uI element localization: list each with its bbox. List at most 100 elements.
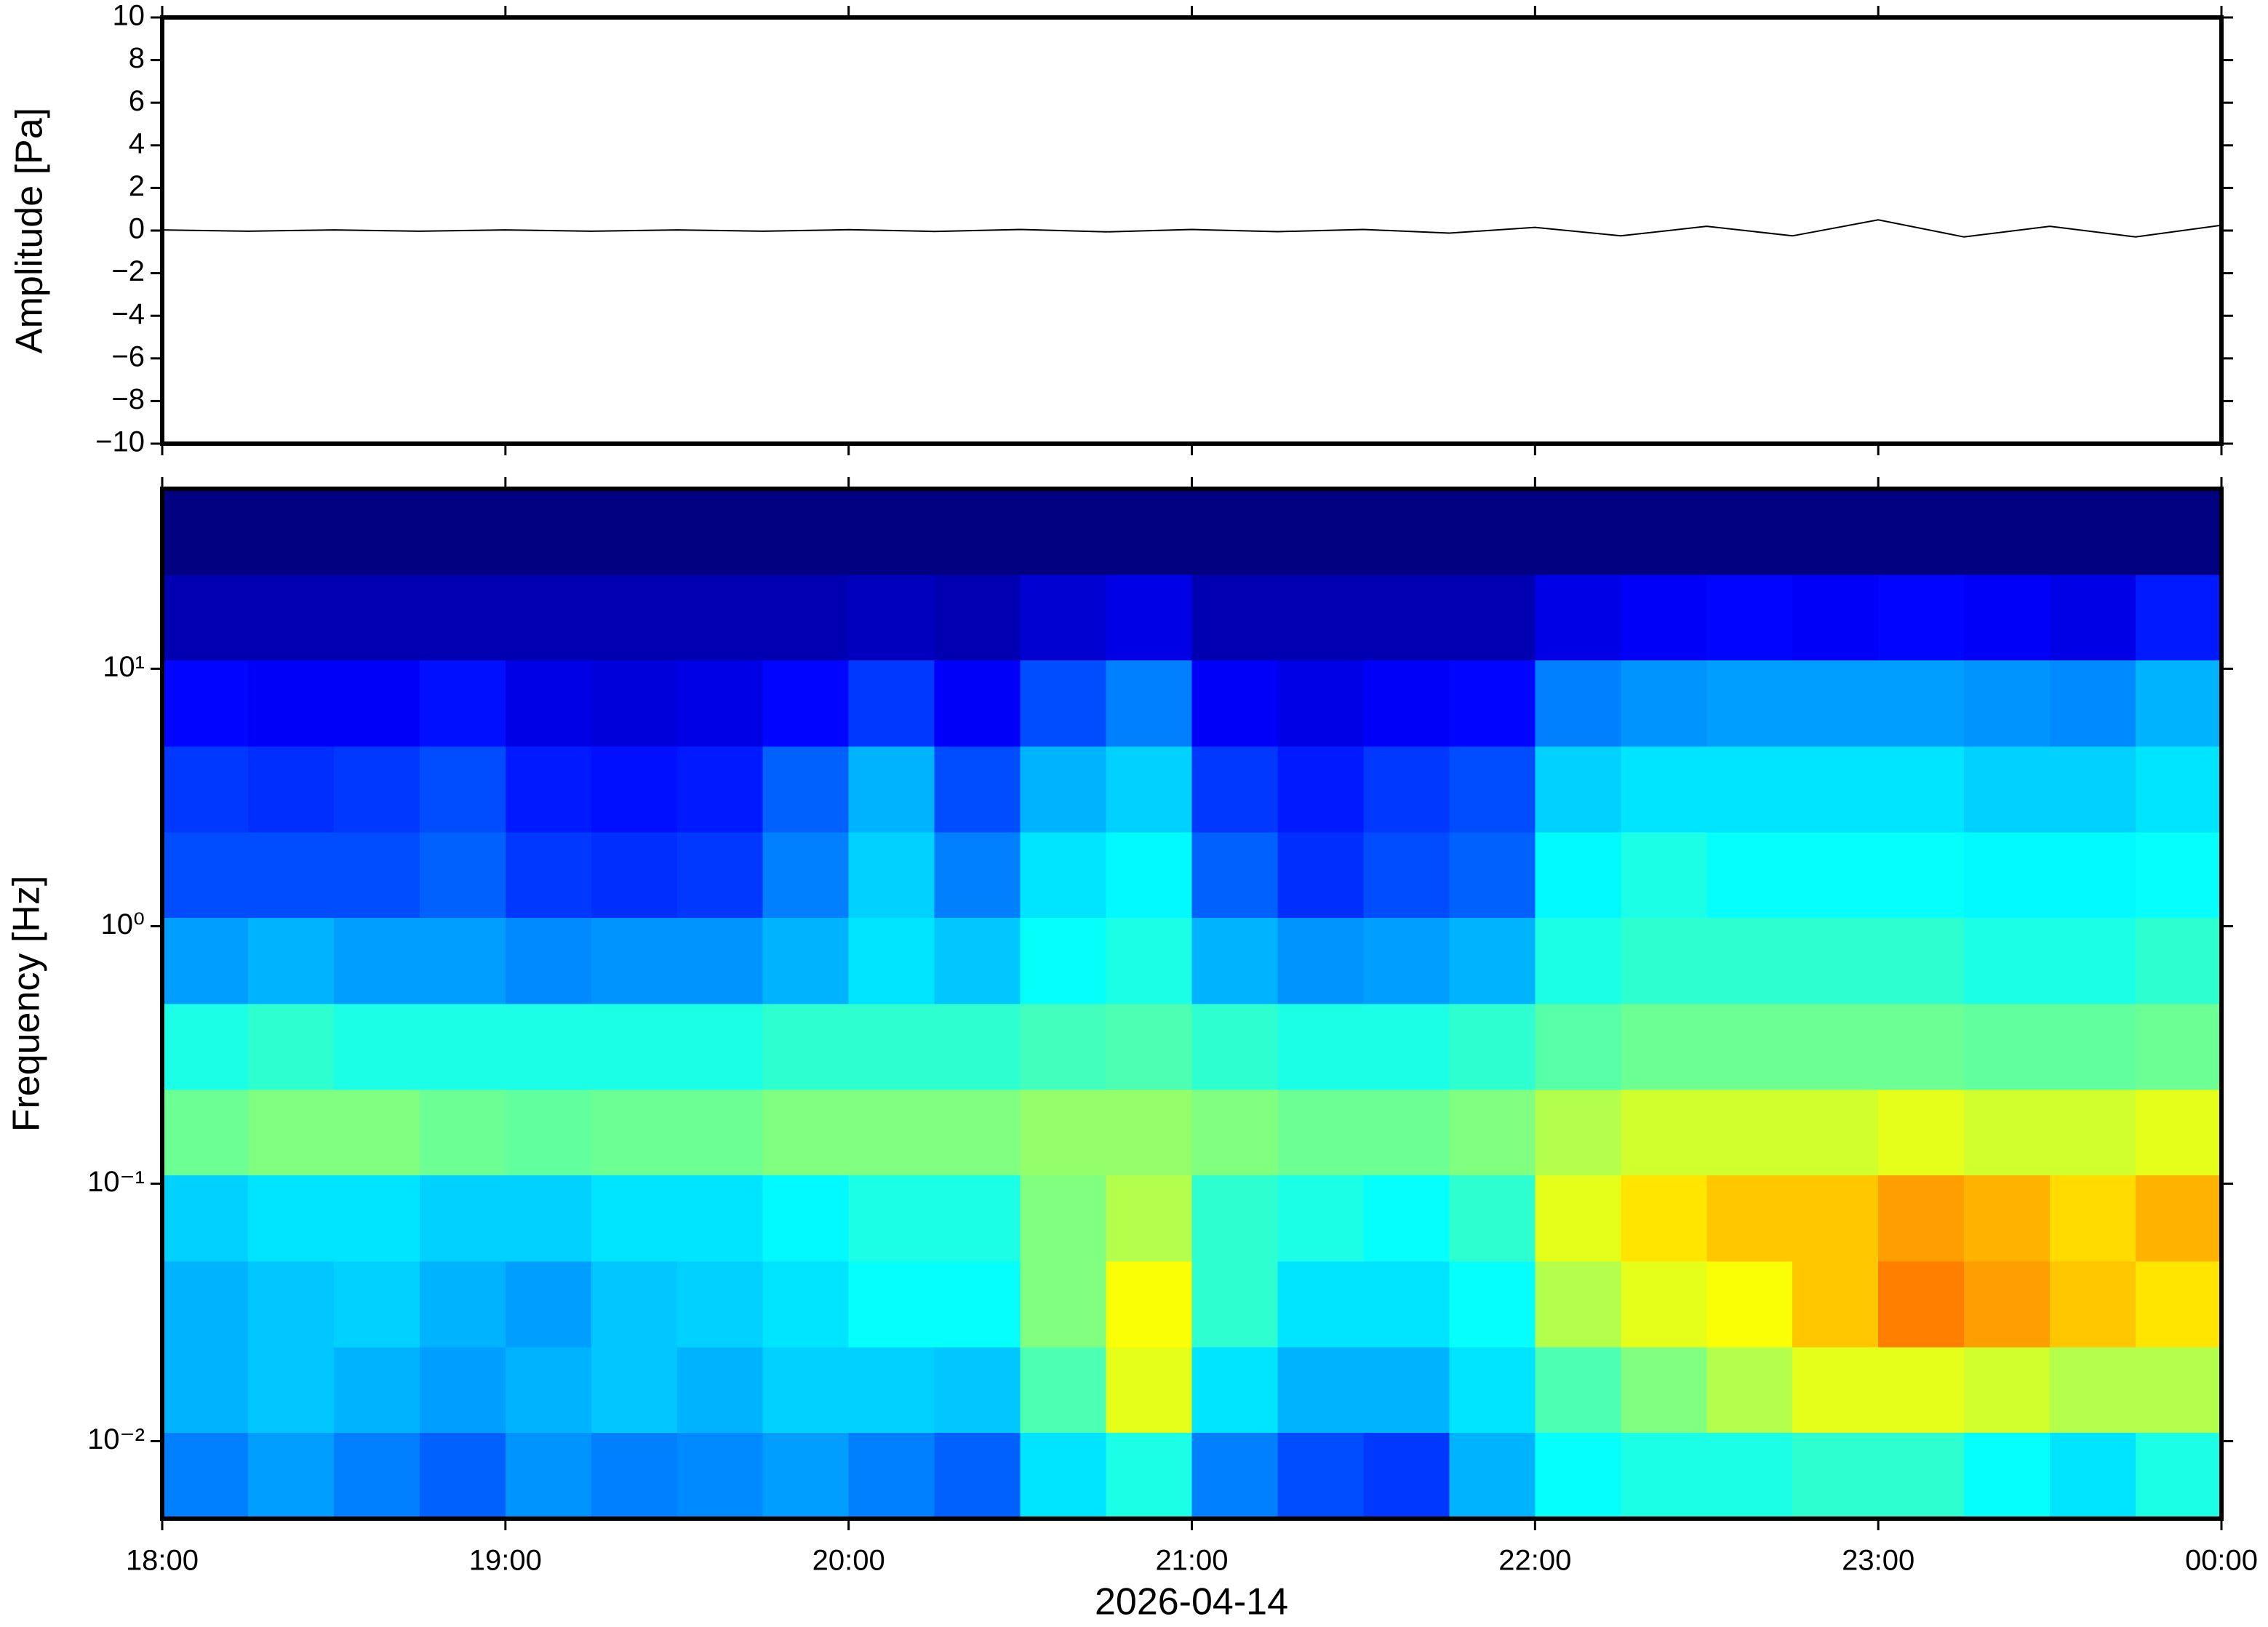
x-axis-title: 2026-04-14 (1095, 1581, 1288, 1623)
y-axis-title: Amplitude [Pa] (9, 108, 51, 353)
spectrogram-cell (1449, 832, 1536, 919)
spectrogram-cell (1535, 746, 1621, 833)
spectrogram-cell (162, 746, 249, 833)
spectrogram-cell (848, 1432, 935, 1519)
spectrogram-cell (247, 746, 335, 833)
spectrogram-cell (1191, 1090, 1279, 1176)
spectrogram-cell (1363, 1175, 1450, 1262)
spectrogram-cell (1535, 489, 1621, 575)
spectrogram-cell (934, 1347, 1021, 1434)
spectrogram-cell (333, 575, 420, 661)
spectrogram-cell (762, 489, 850, 575)
spectrogram-cell (1191, 917, 1279, 1004)
spectrogram-cell (333, 1004, 420, 1090)
spectrogram-cell (1191, 489, 1279, 575)
spectrogram-cell (848, 832, 935, 919)
spectrogram-cell (848, 917, 935, 1004)
y-tick-label: 10⁰ (100, 908, 145, 940)
spectrogram-cell (2050, 489, 2136, 575)
spectrogram-cell (2050, 1175, 2136, 1262)
spectrogram-cell (1020, 1175, 1107, 1262)
spectrogram-cell (1277, 832, 1365, 919)
spectrogram-cell (676, 917, 764, 1004)
spectrogram-cell (1363, 1090, 1450, 1176)
spectrogram-cell (505, 917, 592, 1004)
spectrogram-cell (419, 1004, 506, 1090)
spectrogram-cell (1878, 660, 1965, 747)
spectrogram-cell (2050, 917, 2136, 1004)
spectrogram-cell (1878, 746, 1965, 833)
spectrogram-cell (1792, 917, 1879, 1004)
spectrogram-cell (1191, 1432, 1279, 1519)
spectrogram-cell (1621, 917, 1707, 1004)
spectrogram-cell (848, 489, 935, 575)
spectrogram-cell (848, 1347, 935, 1434)
spectrogram-cell (1020, 1004, 1107, 1090)
spectrogram-cell (934, 917, 1021, 1004)
y-tick-label: −10 (95, 426, 145, 458)
spectrogram-cell (676, 1175, 764, 1262)
spectrogram-cell (1706, 575, 1793, 661)
spectrogram-cell (247, 832, 335, 919)
spectrogram-cell (676, 489, 764, 575)
spectrogram-cell (1449, 660, 1536, 747)
spectrogram-cell (1878, 489, 1965, 575)
spectrogram-cell (1363, 1261, 1450, 1348)
spectrogram-cell (1878, 917, 1965, 1004)
spectrogram-cell (762, 1175, 850, 1262)
spectrogram-cell (934, 1004, 1021, 1090)
spectrogram-cell (419, 1432, 506, 1519)
spectrogram-cell (762, 832, 850, 919)
spectrogram-cell (247, 1261, 335, 1348)
spectrogram-cell (1964, 489, 2051, 575)
spectrogram-cell (1535, 1175, 1621, 1262)
spectrogram-cell (676, 660, 764, 747)
spectrogram-cell (1621, 660, 1707, 747)
spectrogram-cell (1964, 917, 2051, 1004)
spectrogram-cell (505, 1090, 592, 1176)
spectrogram-cell (2136, 832, 2222, 919)
spectrogram-cell (333, 489, 420, 575)
spectrogram-cell (1020, 575, 1107, 661)
spectrogram-cell (1964, 746, 2051, 833)
spectrogram-cell (1535, 1432, 1621, 1519)
spectrogram-cell (1964, 832, 2051, 919)
spectrogram-cell (1277, 1175, 1365, 1262)
spectrogram-cell (1277, 1261, 1365, 1348)
spectrogram-cell (1792, 832, 1879, 919)
spectrogram-cell (1878, 1347, 1965, 1434)
spectrogram-cell (1020, 1347, 1107, 1434)
spectrogram-cell (1706, 1432, 1793, 1519)
waveform (161, 219, 2222, 238)
spectrogram-cell (1792, 1432, 1879, 1519)
spectrogram-cell (2136, 746, 2222, 833)
spectrogram-cell (762, 917, 850, 1004)
spectrogram-cell (1706, 832, 1793, 919)
spectrogram-cell (2050, 746, 2136, 833)
spectrogram-cell (1706, 1090, 1793, 1176)
spectrogram-cell (505, 1347, 592, 1434)
spectrogram-cell (1621, 1347, 1707, 1434)
spectrogram-cell (162, 1261, 249, 1348)
spectrogram-cell (162, 917, 249, 1004)
spectrogram-cell (1706, 1004, 1793, 1090)
spectrogram-cell (848, 1175, 935, 1262)
spectrogram-cell (591, 1090, 678, 1176)
spectrogram-cell (1535, 575, 1621, 661)
spectrogram-cell (1878, 1175, 1965, 1262)
spectrogram-cell (1191, 746, 1279, 833)
spectrogram-cell (1706, 489, 1793, 575)
spectrogram-cell (2136, 1004, 2222, 1090)
spectrogram-cell (1363, 660, 1450, 747)
spectrogram-cell (419, 1347, 506, 1434)
spectrogram-cell (1191, 660, 1279, 747)
spectrogram-cell (2136, 1432, 2222, 1519)
spectrogram-cell (1535, 1261, 1621, 1348)
spectrogram-cell (1277, 1090, 1365, 1176)
spectrogram-cell (1449, 1347, 1536, 1434)
spectrogram-cell (1792, 575, 1879, 661)
spectrogram-cell (591, 746, 678, 833)
spectrogram-cell (591, 1175, 678, 1262)
y-tick-label: 6 (129, 85, 145, 117)
spectrogram-cell (505, 489, 592, 575)
